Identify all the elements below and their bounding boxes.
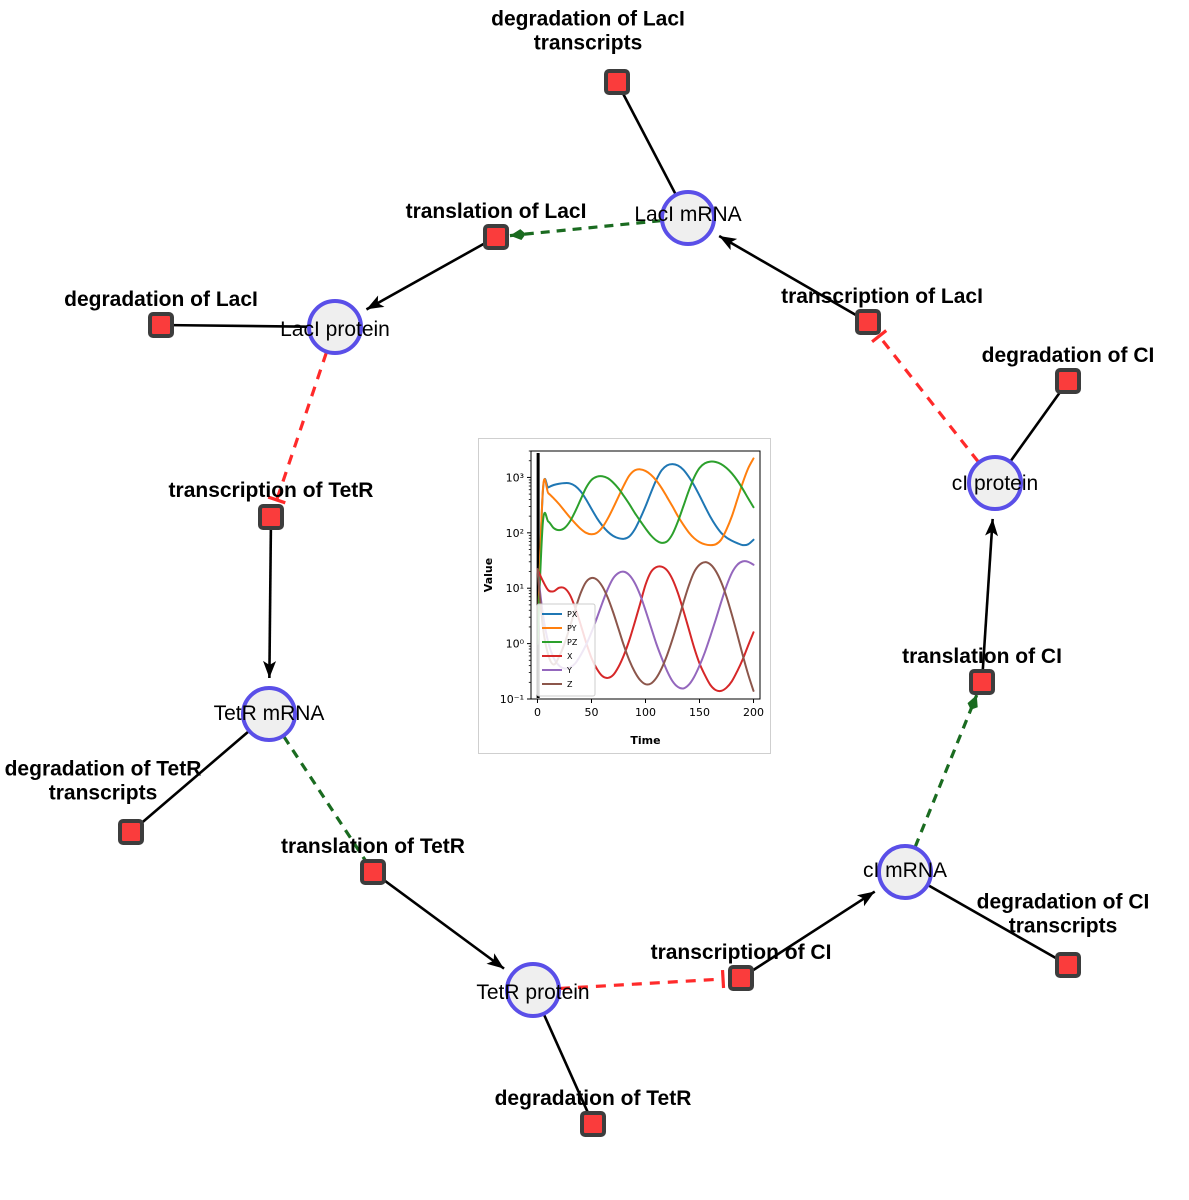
x-tick-label: 100	[635, 706, 656, 719]
edge-translation_ci-to-ci_protein	[981, 518, 999, 672]
y-tick-label: 10⁰	[506, 638, 525, 651]
arrowhead	[486, 953, 505, 969]
legend-entry-Y: Y	[566, 666, 572, 675]
reaction-node-transcription_laci[interactable]	[855, 309, 881, 335]
edge-tetr_mrna-to-translation_tetr	[282, 735, 369, 864]
reaction-node-deg_laci[interactable]	[148, 312, 174, 338]
inset-plot-svg: 0 50 100 150 20010⁻¹10⁰10¹10²10³TimeValuePXP…	[482, 450, 764, 747]
edge-laci_mrna-to-translation_laci	[509, 219, 662, 241]
edge-transcription_laci-to-laci_mrna	[718, 234, 860, 318]
edge-laci_mrna-to-deg_laci_transcripts	[620, 91, 677, 195]
series-line-PX	[536, 463, 755, 645]
x-tick-label: 200	[743, 706, 764, 719]
edge-laci_protein-to-deg_laci	[171, 323, 309, 328]
reaction-node-translation_tetr[interactable]	[360, 859, 386, 885]
edge-layer	[138, 91, 1063, 1115]
species-node-laci_protein[interactable]	[307, 299, 363, 355]
node-layer	[118, 69, 1081, 1137]
legend-entry-PX: PX	[567, 610, 578, 619]
y-axis-title: Value	[482, 558, 495, 592]
edge-tetr_protein-to-transcription_ci	[559, 969, 726, 991]
reaction-node-transcription_ci[interactable]	[728, 965, 754, 991]
inhibition-tee	[871, 329, 888, 343]
species-node-ci_mrna[interactable]	[877, 844, 933, 900]
edge-ci_protein-to-transcription_laci	[871, 329, 980, 463]
x-tick-label: 50	[584, 706, 598, 719]
y-tick-label: 10³	[506, 471, 524, 484]
reaction-node-translation_ci[interactable]	[969, 669, 995, 695]
edge-transcription_ci-to-ci_mrna	[749, 890, 876, 974]
chart-legend: PX PY PZ XYZ	[536, 603, 596, 697]
edge-laci_protein-to-transcription_tetr	[267, 352, 328, 505]
reaction-node-transcription_tetr[interactable]	[258, 504, 284, 530]
reaction-node-deg_tetr[interactable]	[580, 1111, 606, 1137]
arrowhead	[985, 518, 999, 537]
edge-tetr_protein-to-deg_tetr	[542, 1014, 590, 1115]
edge-transcription_tetr-to-tetr_mrna	[263, 527, 277, 679]
y-tick-label: 10¹	[506, 582, 524, 595]
species-node-laci_mrna[interactable]	[660, 190, 716, 246]
y-tick-label: 10²	[506, 527, 524, 540]
species-node-tetr_mrna[interactable]	[241, 686, 297, 742]
edge-ci_mrna-to-deg_ci_transcripts	[927, 884, 1060, 961]
arrowhead	[366, 295, 385, 310]
edge-ci_mrna-to-translation_ci	[913, 694, 979, 848]
y-tick-label: 10⁻¹	[500, 693, 524, 706]
x-axis-title: Time	[630, 734, 660, 747]
inhibition-tee	[720, 969, 726, 989]
diamond-head	[967, 694, 978, 710]
arrowhead	[263, 660, 277, 679]
arrowhead	[719, 236, 738, 251]
x-tick-label: 150	[689, 706, 710, 719]
legend-entry-Z: Z	[567, 680, 573, 689]
edge-ci_protein-to-deg_ci	[1009, 389, 1063, 462]
series-line-PZ	[536, 460, 755, 645]
reaction-node-deg_tetr_transcripts[interactable]	[118, 819, 144, 845]
edge-tetr_mrna-to-deg_tetr_transcripts	[138, 730, 250, 826]
reaction-node-deg_laci_transcripts[interactable]	[604, 69, 630, 95]
legend-entry-PZ: PZ	[567, 638, 578, 647]
x-tick-label: 0	[534, 706, 541, 719]
reaction-node-deg_ci_transcripts[interactable]	[1055, 952, 1081, 978]
legend-entry-X: X	[567, 652, 573, 661]
species-node-ci_protein[interactable]	[967, 455, 1023, 511]
species-node-tetr_protein[interactable]	[505, 962, 561, 1018]
reaction-node-translation_laci[interactable]	[483, 224, 509, 250]
timecourse-inset-plot: 0 50 100 150 200 10⁻¹ 10⁰ 10¹ 10² 10³ Time Value PX P…	[478, 438, 771, 754]
diamond-head	[509, 229, 526, 241]
legend-entry-PY: PY	[567, 624, 577, 633]
edge-translation_laci-to-laci_protein	[365, 241, 488, 311]
reaction-node-deg_ci[interactable]	[1055, 368, 1081, 394]
edge-translation_tetr-to-tetr_protein	[381, 877, 505, 970]
inhibition-tee	[267, 495, 286, 505]
arrowhead	[856, 891, 875, 907]
